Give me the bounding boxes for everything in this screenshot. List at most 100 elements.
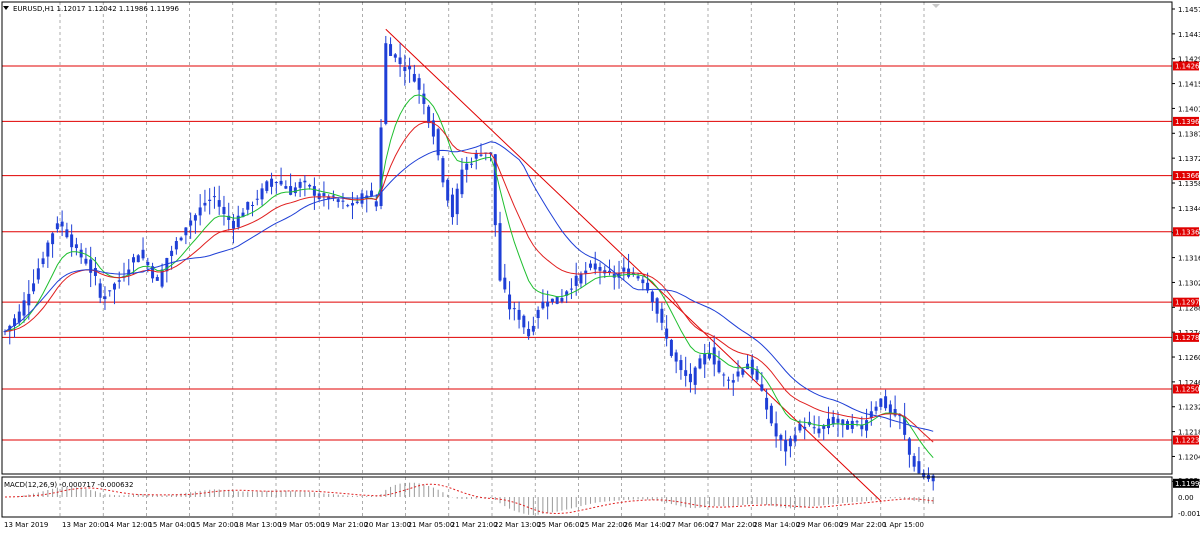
candle-body bbox=[170, 250, 174, 257]
macd-header: MACD(12,26,9) -0.000717 -0.000632 bbox=[4, 481, 133, 489]
level-price-tag-label: 1.13960 bbox=[1175, 118, 1200, 126]
candle-body bbox=[27, 293, 31, 306]
candle-body bbox=[284, 186, 288, 189]
candle-body bbox=[32, 283, 36, 292]
candle-body bbox=[517, 309, 521, 320]
candle-body bbox=[203, 202, 207, 206]
symbol-dropdown-icon[interactable] bbox=[3, 6, 9, 10]
price-tick-label: 1.12180 bbox=[1178, 429, 1200, 437]
candle-body bbox=[631, 272, 635, 275]
time-tick-label: 15 Mar 04:00 bbox=[148, 521, 195, 529]
macd-tick-label: 0.00 bbox=[1178, 494, 1194, 502]
candle-body bbox=[893, 409, 897, 416]
candle-body bbox=[541, 301, 545, 309]
candle-body bbox=[465, 163, 469, 170]
candle-body bbox=[403, 67, 407, 72]
candle-body bbox=[179, 237, 183, 241]
level-price-tag-label: 1.12508 bbox=[1175, 385, 1200, 393]
candle-body bbox=[241, 212, 245, 218]
candle-body bbox=[698, 358, 702, 369]
time-tick-label: 21 Mar 05:00 bbox=[408, 521, 455, 529]
candle-body bbox=[788, 438, 792, 447]
candle-body bbox=[89, 259, 93, 273]
candle-body bbox=[136, 255, 140, 263]
candle-body bbox=[55, 223, 59, 230]
candle-body bbox=[846, 421, 850, 430]
candle-body bbox=[455, 188, 459, 215]
candle-body bbox=[727, 379, 731, 381]
level-price-tag bbox=[1173, 297, 1199, 307]
price-tick-label: 1.14155 bbox=[1178, 81, 1200, 89]
candle-body bbox=[812, 427, 816, 429]
candle-body bbox=[555, 296, 559, 304]
macd-pane-frame bbox=[1, 476, 1173, 518]
candle-body bbox=[684, 370, 688, 376]
time-tick-label: 15 Mar 20:00 bbox=[192, 521, 239, 529]
price-tick-label: 1.13870 bbox=[1178, 130, 1200, 138]
candle-body bbox=[655, 298, 659, 314]
candle-body bbox=[98, 283, 102, 298]
candles-group bbox=[3, 35, 935, 491]
candle-body bbox=[384, 43, 388, 124]
level-price-tag bbox=[1173, 116, 1199, 126]
time-tick-label: 28 Mar 14:00 bbox=[753, 521, 800, 529]
horizontal-level-lines bbox=[2, 65, 1172, 441]
candle-body bbox=[146, 261, 150, 266]
candle-body bbox=[884, 396, 888, 409]
candle-body bbox=[393, 54, 397, 58]
candle-body bbox=[860, 424, 864, 430]
price-tick-label: 1.14570 bbox=[1178, 6, 1200, 14]
candle-body bbox=[760, 384, 764, 391]
candle-body bbox=[931, 475, 935, 482]
macd-tick-label: -0.001952 bbox=[1178, 510, 1200, 518]
candle-body bbox=[917, 461, 921, 474]
candle-body bbox=[508, 294, 512, 310]
chart-frame bbox=[1, 1, 1173, 518]
candle-body bbox=[850, 420, 854, 429]
chart-shift-marker-icon[interactable] bbox=[932, 4, 940, 8]
candle-body bbox=[693, 367, 697, 385]
candle-body bbox=[798, 423, 802, 431]
current-price-tag bbox=[1173, 478, 1199, 488]
candle-body bbox=[550, 298, 554, 302]
candle-body bbox=[641, 279, 645, 284]
candle-body bbox=[441, 158, 445, 183]
candle-body bbox=[450, 194, 454, 218]
candle-body bbox=[17, 311, 21, 323]
time-tick-label: 27 Mar 06:00 bbox=[667, 521, 714, 529]
candle-body bbox=[546, 301, 550, 307]
candle-body bbox=[222, 206, 226, 214]
candle-body bbox=[646, 282, 650, 291]
level-price-tag bbox=[1173, 61, 1199, 71]
candle-body bbox=[303, 180, 307, 183]
candle-body bbox=[855, 421, 859, 423]
candle-body bbox=[622, 267, 626, 272]
candle-body bbox=[527, 328, 531, 337]
candle-body bbox=[793, 435, 797, 442]
candle-body bbox=[93, 268, 97, 276]
candle-body bbox=[707, 353, 711, 359]
candle-body bbox=[660, 308, 664, 323]
price-tick-label: 1.14435 bbox=[1178, 31, 1200, 39]
candle-body bbox=[741, 369, 745, 375]
candle-body bbox=[436, 129, 440, 156]
candle-body bbox=[612, 273, 616, 278]
candle-body bbox=[279, 180, 283, 185]
candle-body bbox=[498, 223, 502, 281]
time-tick-label: 21 Mar 21:00 bbox=[451, 521, 498, 529]
candle-body bbox=[51, 233, 55, 245]
candle-body bbox=[198, 207, 202, 216]
candle-body bbox=[598, 266, 602, 271]
candle-body bbox=[141, 249, 145, 259]
level-price-tag-label: 1.13666 bbox=[1175, 172, 1200, 180]
candle-body bbox=[322, 193, 326, 197]
candle-body bbox=[379, 127, 383, 207]
candle-body bbox=[560, 298, 564, 302]
candle-body bbox=[36, 268, 40, 280]
candle-body bbox=[779, 435, 783, 441]
candle-body bbox=[193, 215, 197, 221]
price-tick-label: 1.12600 bbox=[1178, 354, 1200, 362]
candle-body bbox=[231, 220, 235, 229]
candle-body bbox=[831, 416, 835, 425]
